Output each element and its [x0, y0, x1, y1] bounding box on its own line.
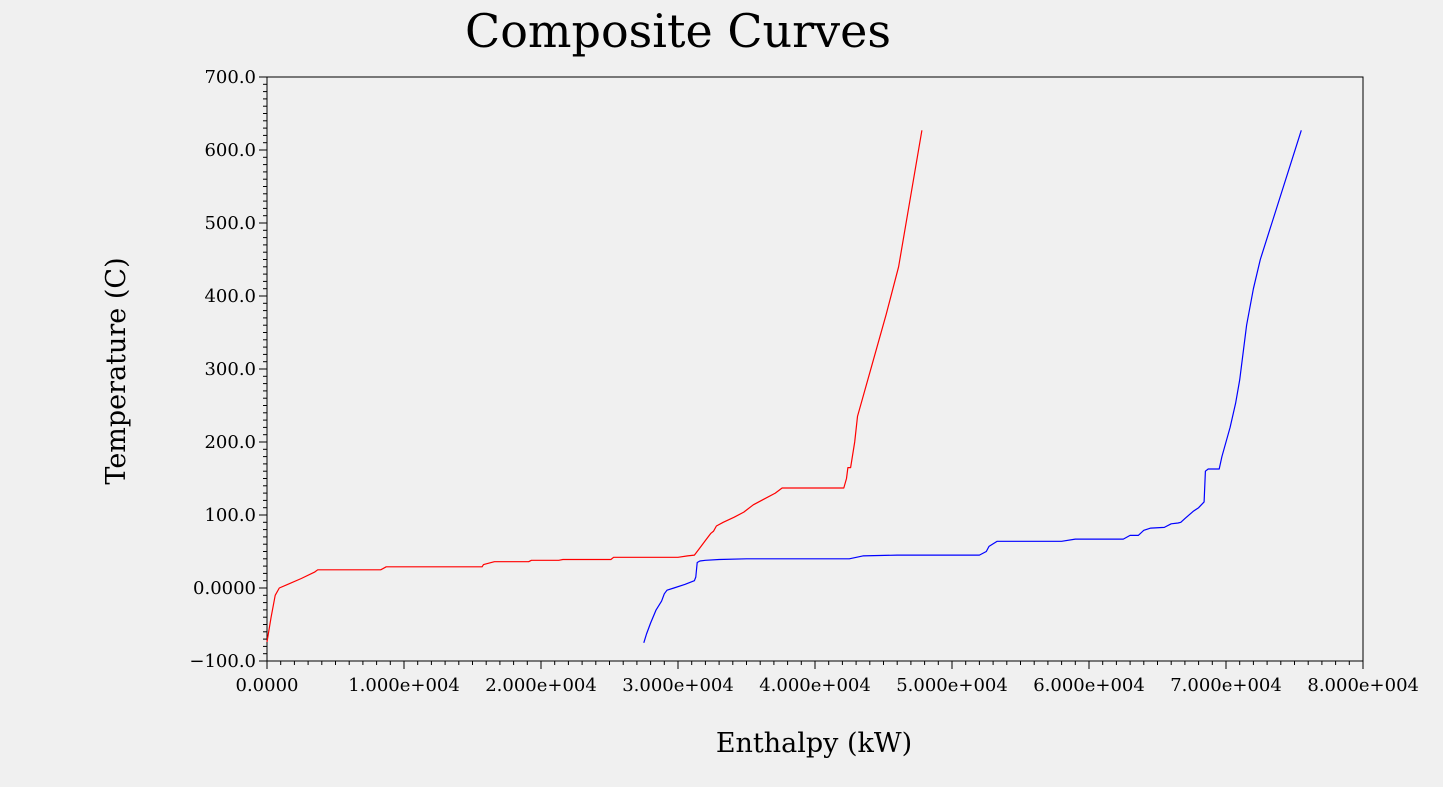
y-tick-label: −100.0 — [189, 651, 256, 672]
y-tick-label: 0.0000 — [193, 578, 256, 599]
y-tick-label: 100.0 — [204, 505, 256, 526]
series-lines — [266, 130, 1302, 643]
x-tick-label: 2.000e+004 — [485, 675, 597, 696]
y-tick-label: 500.0 — [204, 213, 256, 234]
y-tick-label: 700.0 — [204, 67, 256, 88]
x-axis: 0.0000 1.000e+004 2.000e+004 3.000e+004 4.00… — [236, 661, 1419, 696]
x-tick-label: 8.000e+004 — [1307, 675, 1419, 696]
x-tick-label: 1.000e+004 — [348, 675, 460, 696]
x-axis-label: Enthalpy (kW) — [716, 728, 912, 759]
x-tick-label: 0.0000 — [236, 675, 299, 696]
plot-area-frame — [266, 76, 1364, 662]
x-tick-label: 3.000e+004 — [622, 675, 734, 696]
cold-composite-curve — [643, 130, 1302, 643]
y-tick-label: 600.0 — [204, 140, 256, 161]
y-axis: −100.0 0.0000 100.0 200.0 300.0 400.0 500.0 600… — [189, 67, 267, 672]
x-tick-label: 5.000e+004 — [896, 675, 1008, 696]
x-tick-label: 7.000e+004 — [1170, 675, 1282, 696]
x-tick-label: 4.000e+004 — [759, 675, 871, 696]
x-tick-label: 6.000e+004 — [1033, 675, 1145, 696]
chart-title: Composite Curves — [465, 4, 891, 58]
y-tick-label: 300.0 — [204, 359, 256, 380]
y-tick-label: 400.0 — [204, 286, 256, 307]
hot-composite-curve — [266, 130, 923, 643]
y-axis-label: Temperature (C) — [101, 257, 132, 484]
y-tick-label: 200.0 — [204, 432, 256, 453]
